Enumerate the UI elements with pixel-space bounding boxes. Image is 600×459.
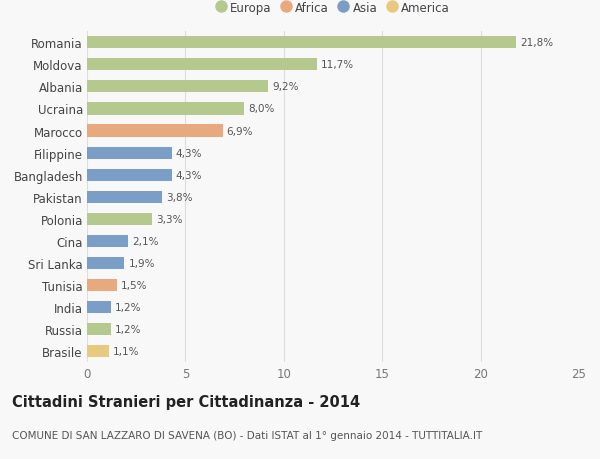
Text: 21,8%: 21,8% <box>520 38 553 48</box>
Bar <box>87 59 317 71</box>
Text: Cittadini Stranieri per Cittadinanza - 2014: Cittadini Stranieri per Cittadinanza - 2… <box>12 394 360 409</box>
Bar <box>87 346 109 358</box>
Bar <box>87 81 268 93</box>
Text: 4,3%: 4,3% <box>176 148 202 158</box>
Text: 4,3%: 4,3% <box>176 170 202 180</box>
Text: 1,1%: 1,1% <box>113 347 139 357</box>
Text: 1,9%: 1,9% <box>128 258 155 269</box>
Text: 11,7%: 11,7% <box>321 60 355 70</box>
Bar <box>87 235 128 247</box>
Bar <box>87 125 223 137</box>
Bar <box>87 257 124 269</box>
Text: 8,0%: 8,0% <box>248 104 275 114</box>
Text: COMUNE DI SAN LAZZARO DI SAVENA (BO) - Dati ISTAT al 1° gennaio 2014 - TUTTITALI: COMUNE DI SAN LAZZARO DI SAVENA (BO) - D… <box>12 431 482 440</box>
Bar <box>87 103 244 115</box>
Bar <box>87 280 116 291</box>
Bar <box>87 191 162 203</box>
Text: 1,2%: 1,2% <box>115 325 141 335</box>
Legend: Europa, Africa, Asia, America: Europa, Africa, Asia, America <box>211 0 455 20</box>
Bar <box>87 169 172 181</box>
Bar <box>87 302 110 313</box>
Text: 1,5%: 1,5% <box>121 280 147 291</box>
Text: 1,2%: 1,2% <box>115 302 141 313</box>
Bar <box>87 213 152 225</box>
Text: 3,8%: 3,8% <box>166 192 192 202</box>
Text: 3,3%: 3,3% <box>156 214 182 224</box>
Text: 9,2%: 9,2% <box>272 82 298 92</box>
Bar <box>87 37 516 49</box>
Bar <box>87 147 172 159</box>
Text: 6,9%: 6,9% <box>227 126 253 136</box>
Bar <box>87 324 110 336</box>
Text: 2,1%: 2,1% <box>132 236 159 246</box>
